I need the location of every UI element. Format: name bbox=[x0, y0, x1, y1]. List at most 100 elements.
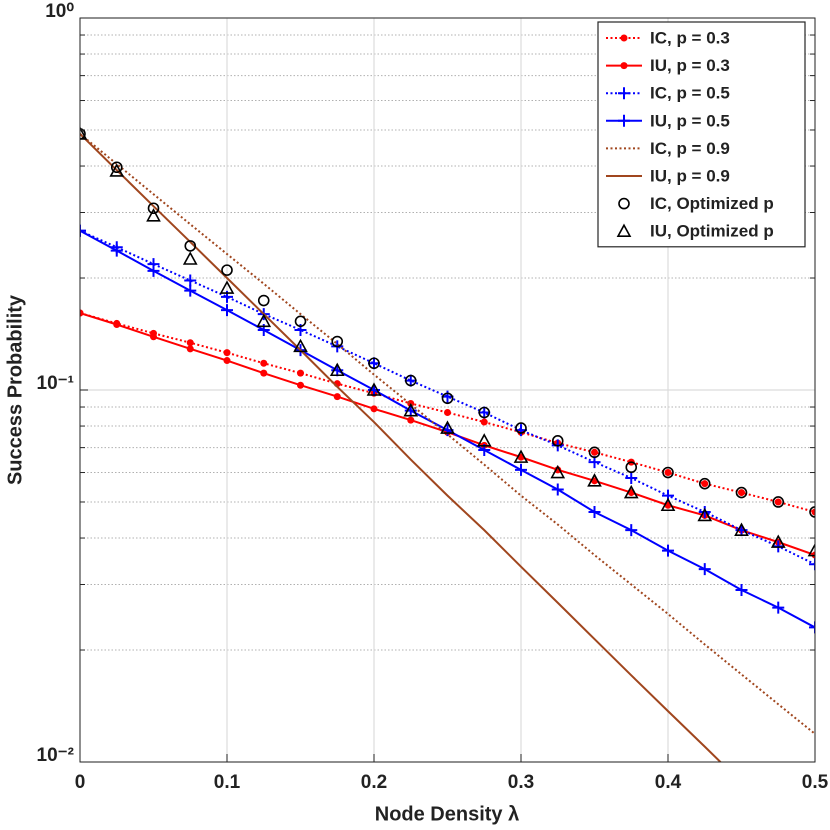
marker bbox=[664, 469, 672, 477]
marker bbox=[294, 315, 307, 328]
marker bbox=[186, 345, 194, 353]
series-line bbox=[80, 312, 815, 513]
marker bbox=[219, 280, 235, 294]
marker bbox=[333, 393, 341, 401]
marker bbox=[515, 463, 527, 476]
legend-label: IC, p = 0.5 bbox=[650, 84, 730, 103]
y-tick-label: 10⁻¹ bbox=[37, 373, 75, 394]
marker bbox=[260, 359, 268, 367]
legend-label: IU, p = 0.3 bbox=[650, 56, 730, 75]
marker bbox=[551, 435, 564, 447]
marker bbox=[147, 264, 160, 277]
marker bbox=[662, 466, 674, 479]
marker bbox=[809, 558, 815, 571]
marker bbox=[440, 420, 455, 434]
marker bbox=[618, 114, 630, 127]
marker bbox=[587, 473, 602, 487]
marker bbox=[370, 405, 378, 413]
series-line bbox=[80, 133, 815, 735]
x-tick-label: 0.1 bbox=[214, 772, 241, 793]
marker bbox=[625, 472, 638, 485]
marker bbox=[772, 540, 785, 553]
marker bbox=[770, 534, 786, 548]
marker bbox=[80, 224, 86, 237]
marker bbox=[811, 508, 815, 516]
marker bbox=[620, 62, 628, 70]
marker bbox=[407, 416, 415, 424]
marker bbox=[150, 333, 157, 341]
marker bbox=[297, 369, 304, 377]
marker bbox=[329, 362, 345, 377]
marker bbox=[182, 251, 198, 265]
marker bbox=[80, 128, 86, 140]
x-tick-label: 0.2 bbox=[361, 772, 387, 793]
marker bbox=[735, 583, 748, 596]
legend-label: IU, p = 0.9 bbox=[650, 166, 730, 185]
marker bbox=[588, 505, 601, 518]
legend-label: IU, p = 0.5 bbox=[650, 111, 730, 130]
x-axis-label: Node Density λ bbox=[375, 803, 519, 825]
marker bbox=[551, 483, 564, 496]
marker bbox=[618, 87, 630, 100]
marker bbox=[221, 264, 233, 276]
marker bbox=[256, 313, 272, 328]
marker bbox=[625, 461, 638, 474]
marker bbox=[223, 357, 231, 365]
marker bbox=[366, 382, 382, 396]
marker bbox=[588, 446, 601, 459]
marker bbox=[735, 486, 748, 499]
legend-label: IC, Optimized p bbox=[650, 194, 774, 213]
series-line bbox=[80, 229, 815, 566]
marker bbox=[616, 223, 632, 237]
marker bbox=[809, 506, 815, 518]
marker bbox=[113, 320, 121, 328]
marker bbox=[221, 304, 233, 317]
marker bbox=[734, 522, 749, 536]
y-axis-label: Success Probability bbox=[4, 294, 26, 485]
legend-label: IC, p = 0.3 bbox=[650, 28, 730, 47]
marker bbox=[480, 418, 488, 426]
marker bbox=[698, 563, 711, 576]
marker bbox=[662, 544, 674, 557]
marker bbox=[738, 489, 745, 497]
x-tick-label: 0.5 bbox=[802, 772, 829, 793]
marker bbox=[618, 197, 630, 210]
marker bbox=[660, 497, 676, 512]
marker bbox=[441, 392, 454, 405]
marker bbox=[147, 202, 160, 215]
marker bbox=[623, 484, 639, 499]
marker bbox=[146, 208, 161, 222]
legend-box bbox=[597, 21, 806, 248]
marker bbox=[550, 464, 566, 479]
marker bbox=[513, 449, 529, 463]
marker bbox=[368, 357, 380, 370]
marker bbox=[774, 498, 782, 506]
marker bbox=[807, 542, 815, 557]
marker bbox=[620, 34, 628, 42]
marker bbox=[184, 240, 197, 252]
marker bbox=[110, 244, 123, 257]
legend-label: IU, Optimized p bbox=[650, 222, 774, 241]
marker bbox=[184, 274, 197, 287]
marker bbox=[515, 422, 527, 434]
series-line bbox=[80, 133, 722, 762]
y-tick-label: 10⁻² bbox=[37, 745, 75, 766]
marker bbox=[625, 524, 638, 537]
x-tick-label: 0 bbox=[75, 772, 86, 793]
marker bbox=[260, 369, 268, 377]
marker bbox=[186, 339, 194, 347]
marker bbox=[80, 309, 84, 317]
marker bbox=[110, 161, 123, 174]
marker bbox=[476, 433, 492, 447]
marker bbox=[223, 349, 231, 357]
marker bbox=[80, 126, 88, 140]
marker bbox=[404, 374, 417, 387]
marker bbox=[772, 601, 785, 614]
marker bbox=[297, 381, 304, 389]
marker bbox=[698, 477, 711, 490]
x-tick-label: 0.3 bbox=[508, 772, 534, 793]
marker bbox=[184, 284, 197, 297]
x-tick-label: 0.4 bbox=[655, 772, 682, 793]
marker bbox=[478, 406, 491, 419]
